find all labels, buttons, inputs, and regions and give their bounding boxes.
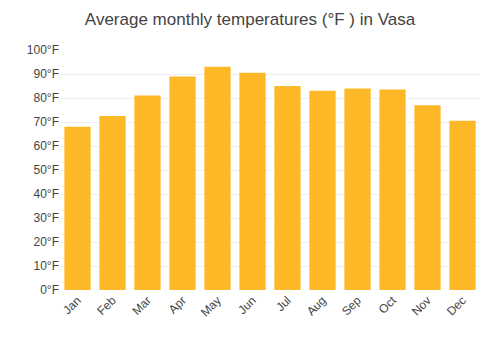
svg-text:80°F: 80°F (34, 91, 59, 105)
svg-text:Nov: Nov (409, 293, 434, 318)
svg-text:20°F: 20°F (34, 235, 59, 249)
svg-text:70°F: 70°F (34, 115, 59, 129)
svg-text:100°F: 100°F (27, 43, 59, 57)
svg-text:10°F: 10°F (34, 259, 59, 273)
svg-text:30°F: 30°F (34, 211, 59, 225)
svg-text:60°F: 60°F (34, 139, 59, 153)
svg-text:Oct: Oct (376, 293, 400, 317)
svg-text:Apr: Apr (166, 293, 189, 316)
svg-text:Jun: Jun (235, 293, 259, 317)
svg-text:0°F: 0°F (40, 283, 59, 297)
svg-text:Jan: Jan (60, 293, 84, 317)
svg-text:90°F: 90°F (34, 67, 59, 81)
svg-text:Average monthly temperatures (: Average monthly temperatures (°F ) in Va… (85, 10, 416, 29)
svg-text:Mar: Mar (129, 293, 154, 318)
svg-text:Feb: Feb (94, 293, 119, 318)
svg-text:Aug: Aug (304, 293, 329, 318)
svg-text:Dec: Dec (444, 293, 469, 318)
svg-text:May: May (198, 293, 224, 319)
svg-text:Sep: Sep (339, 293, 364, 318)
svg-text:40°F: 40°F (34, 187, 59, 201)
svg-text:50°F: 50°F (34, 163, 59, 177)
svg-text:Jul: Jul (273, 293, 294, 314)
